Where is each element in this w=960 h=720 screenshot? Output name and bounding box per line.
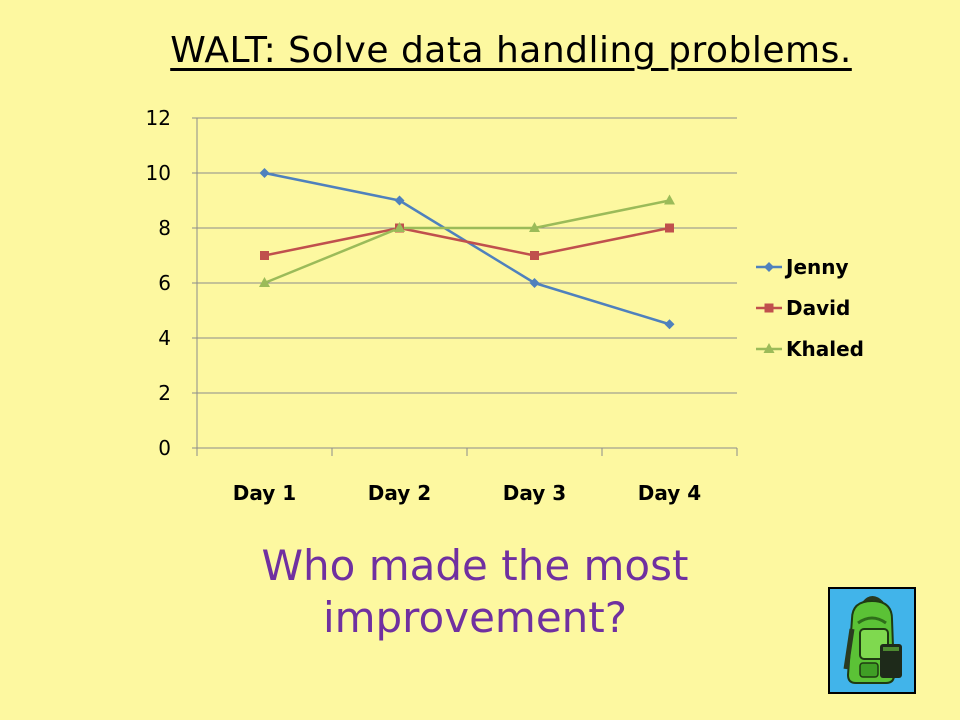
data-point bbox=[259, 168, 270, 178]
series-line-jenny bbox=[264, 171, 670, 326]
data-point bbox=[394, 222, 405, 232]
x-tick-label: Day 4 bbox=[638, 481, 701, 505]
y-tick-label: 6 bbox=[158, 271, 171, 295]
x-tick-label: Day 3 bbox=[503, 481, 566, 505]
y-tick-label: 10 bbox=[146, 161, 171, 185]
question-text: Who made the most improvement? bbox=[261, 541, 689, 642]
data-point bbox=[394, 195, 405, 206]
data-point bbox=[665, 223, 674, 233]
backpack-graphic bbox=[830, 589, 914, 692]
legend-label: Khaled bbox=[786, 337, 864, 361]
data-point bbox=[529, 222, 540, 232]
data-point bbox=[530, 251, 539, 260]
data-point bbox=[529, 278, 540, 288]
data-point bbox=[259, 277, 270, 287]
series-line-khaled bbox=[264, 199, 670, 285]
y-tick-label: 12 bbox=[146, 106, 171, 130]
y-tick-label: 8 bbox=[158, 216, 171, 240]
data-point bbox=[664, 319, 675, 330]
y-tick-label: 0 bbox=[158, 436, 171, 460]
y-tick-label: 4 bbox=[158, 326, 171, 350]
legend-label: David bbox=[786, 296, 850, 320]
data-point bbox=[260, 251, 269, 260]
x-tick-label: Day 2 bbox=[368, 481, 431, 505]
legend-label: Jenny bbox=[784, 255, 849, 279]
y-tick-label: 2 bbox=[158, 381, 171, 405]
slide-title: WALT: Solve data handling problems. bbox=[170, 30, 852, 71]
data-point bbox=[763, 343, 775, 353]
data-point bbox=[664, 194, 675, 205]
backpack-icon[interactable] bbox=[828, 587, 916, 694]
x-tick-label: Day 1 bbox=[233, 481, 296, 505]
data-point bbox=[764, 303, 774, 313]
data-point bbox=[764, 262, 774, 272]
line-chart: 0 2 4 6 8 10 12 Day 1 Day 2 Day 3 Day 4 Jenny David K… bbox=[146, 106, 864, 505]
series-line-david bbox=[264, 226, 670, 257]
